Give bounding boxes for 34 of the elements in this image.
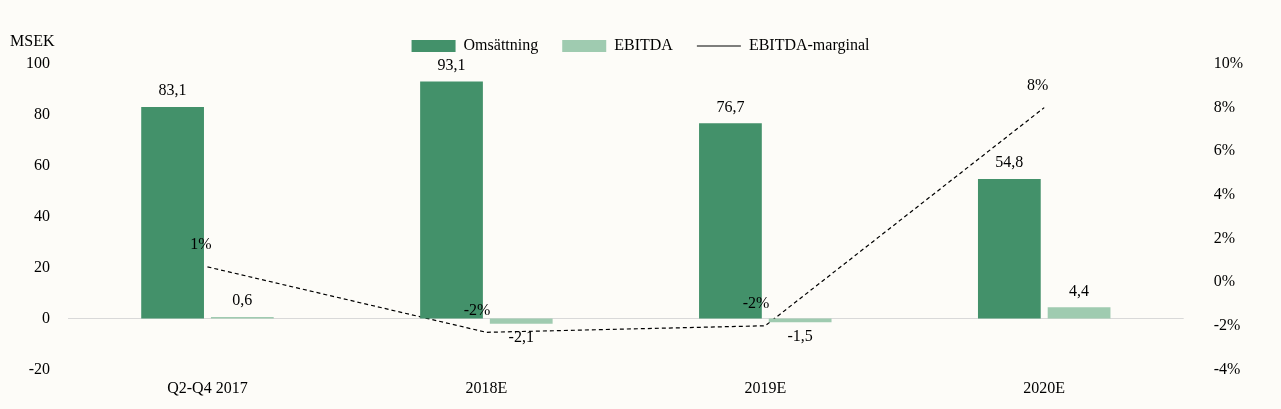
data-label: -1,5 — [787, 326, 813, 344]
y2-tick-label: 10% — [1213, 54, 1243, 72]
legend-label: EBITDA — [614, 36, 674, 54]
y-tick-label: 80 — [34, 105, 50, 123]
y-tick-label: 40 — [34, 206, 50, 224]
y2-tick-label: 6% — [1213, 141, 1235, 159]
data-label: 83,1 — [158, 81, 187, 99]
data-label: 8% — [1026, 75, 1049, 93]
legend-label: Omsättning — [463, 36, 539, 55]
legend-label: EBITDA-marginal — [748, 36, 870, 55]
y2-tick-label: -4% — [1213, 359, 1241, 377]
y2-tick-label: 8% — [1213, 97, 1235, 115]
bar — [489, 318, 553, 324]
data-label: 0,6 — [232, 291, 253, 309]
bar — [1047, 307, 1111, 319]
y-tick-label: -20 — [28, 359, 50, 377]
x-tick-label: 2020E — [1023, 379, 1066, 397]
bar — [977, 179, 1041, 319]
y-tick-label: 20 — [34, 257, 50, 275]
x-tick-label: Q2-Q4 2017 — [167, 379, 248, 397]
data-label: 76,7 — [716, 97, 745, 115]
y-tick-label: 0 — [42, 308, 50, 326]
y-tick-label: 60 — [34, 156, 50, 173]
y2-tick-label: -2% — [1213, 315, 1241, 333]
x-tick-label: 2018E — [465, 379, 508, 397]
y-tick-label: 100 — [26, 54, 50, 72]
y2-tick-label: 0% — [1213, 272, 1235, 290]
y2-tick-label: 2% — [1213, 228, 1235, 246]
data-label: 4,4 — [1069, 281, 1090, 299]
y-axis-title: MSEK — [10, 32, 55, 50]
y2-tick-label: 4% — [1213, 185, 1235, 203]
data-label: 54,8 — [995, 153, 1024, 171]
data-label: 93,1 — [437, 55, 466, 73]
x-tick-label: 2019E — [744, 379, 787, 397]
